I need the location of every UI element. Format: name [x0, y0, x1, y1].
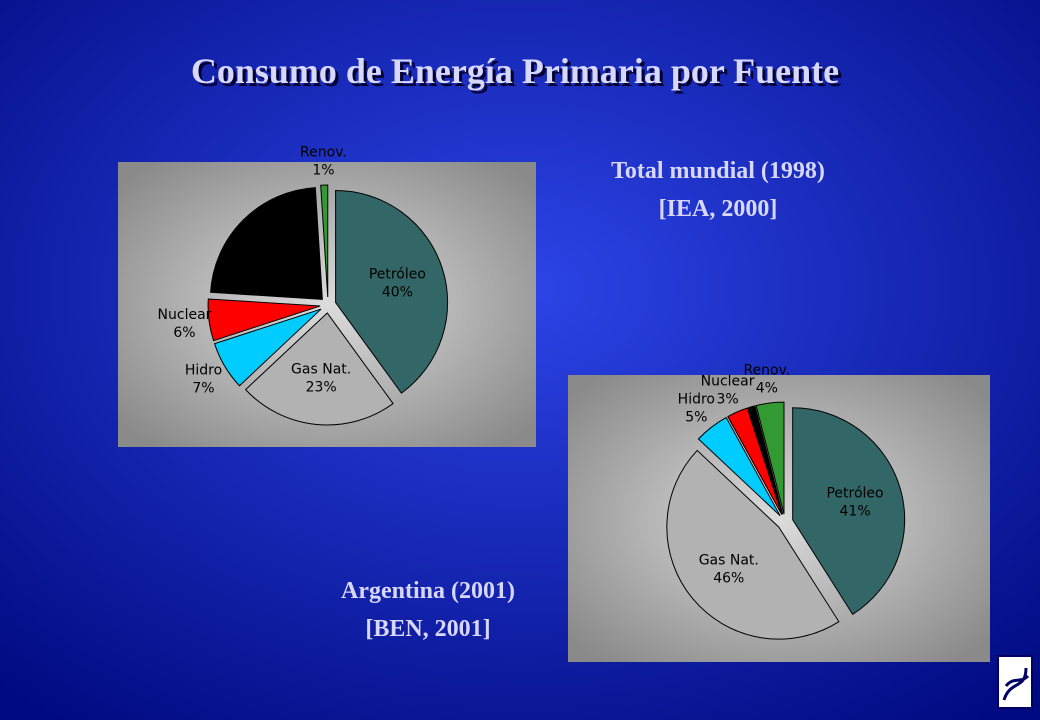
slice-value-label: 6% [173, 325, 195, 341]
slice-label: Renov. [743, 363, 790, 379]
chart-subtitle: [BEN, 2001] [365, 616, 490, 642]
slice-value-label: 46% [713, 571, 744, 587]
slice-value-label: 5% [685, 410, 707, 426]
chart-title: Argentina (2001) [341, 578, 515, 604]
slice-value-label: 4% [756, 381, 778, 397]
slice-label: Gas Nat. [699, 553, 759, 569]
slice-value-label: 23% [306, 380, 337, 396]
pie-slice [755, 401, 785, 515]
pie-slice [244, 312, 394, 426]
slice-value-label: 1% [312, 162, 334, 178]
pie-slice [747, 405, 784, 515]
pie-slice [727, 407, 783, 515]
slice-label: Hidro [185, 363, 222, 379]
slice-label: Gas Nat. [291, 362, 351, 378]
slice-value-label: 3% [716, 391, 738, 407]
slice-label: Nuclear [158, 307, 212, 323]
slice-value-label: 23% [261, 255, 292, 271]
slice-label: Hidro [678, 392, 715, 408]
logo [997, 655, 1033, 709]
title-shadow: Consumo de Energía Primaria por Fuente [194, 54, 842, 94]
pie-slice [210, 187, 323, 300]
slice-label: Petróleo [369, 266, 426, 282]
pie-slice [335, 190, 449, 394]
pie-slice [207, 298, 321, 342]
pie-slice [213, 308, 322, 387]
chart-title: Total mundial (1998) [611, 158, 825, 184]
pie-slice [666, 449, 840, 640]
slice-value-label: 41% [840, 504, 871, 520]
pie-slice [697, 416, 781, 517]
pie-slice [792, 407, 906, 616]
slice-label: Petróleo [826, 486, 883, 502]
slice-label: Carbón [251, 237, 301, 253]
slice-value-label: 7% [192, 381, 214, 397]
slice-label: Nuclear [701, 373, 755, 389]
slide-title: Consumo de Energía Primaria por Fuente [191, 51, 839, 91]
pie-slice [320, 184, 329, 298]
chart-subtitle: [IEA, 2000] [659, 196, 778, 222]
slice-value-label: 40% [382, 284, 413, 300]
slice-label: Renov. [300, 144, 347, 160]
